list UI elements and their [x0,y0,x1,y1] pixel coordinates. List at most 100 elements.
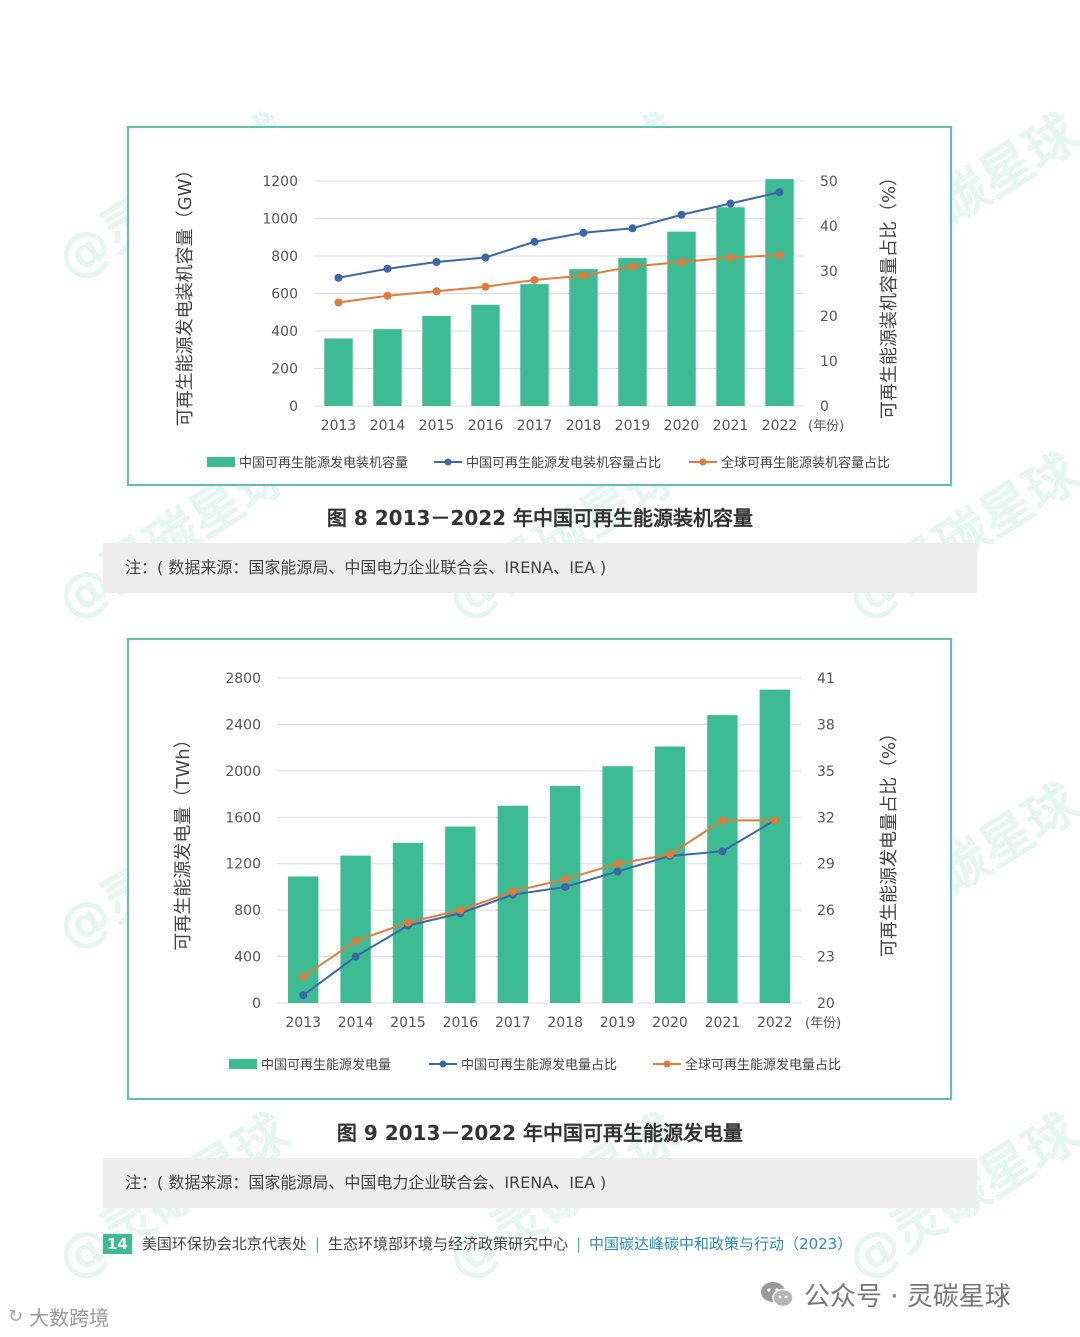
bar [569,269,598,406]
x-tick-label: 2021 [713,418,749,434]
series-line [302,819,775,978]
y-left-tick-label: 400 [271,324,298,340]
x-tick-label: 2014 [370,418,406,434]
x-axis-unit-label: (年份) [808,419,844,434]
x-tick-label: 2020 [664,418,700,434]
legend-marker [663,1060,671,1068]
data-point [718,847,727,856]
data-point [404,918,412,927]
bar [324,338,353,406]
data-point [613,859,622,868]
y-right-axis-label: 可再生能源装机容量占比（%） [879,168,900,419]
data-point [334,273,343,282]
bar [667,231,696,406]
figure-caption: 图 9 2013－2022 年中国可再生能源发电量 [336,1121,744,1145]
brand-watermark: ↻ 大数跨境 [8,1302,109,1331]
footer-org-1: 美国环保协会北京代表处 [141,1235,307,1253]
brand-name: 大数跨境 [29,1306,110,1330]
chart-frame-installed-capacity: 0 200 400 600 800 1000 1200 0 10 20 30 40 50 可再生能源发电装… [127,126,952,486]
data-source-note: 注：( 数据来源：国家能源局、中国电力企业联合会、IRENA、IEA ) [103,1158,977,1208]
y-right-axis-label: 可再生能源发电量占比（%） [879,724,900,957]
bar [759,689,790,1003]
x-tick-label: 2021 [705,1015,741,1031]
x-axis-unit-label: (年份) [805,1016,841,1031]
data-point [299,972,308,981]
x-tick-label: 2018 [566,418,602,434]
legend-marker [699,458,707,466]
data-point [726,253,735,262]
legend-label: 中国可再生能源发电装机容量占比 [466,455,661,471]
bar [654,746,686,1003]
data-source-note: 注：( 数据来源：国家能源局、中国电力企业联合会、IRENA、IEA ) [103,543,977,593]
bar [497,805,528,1003]
footer-org-2: 生态环境部环境与经济政策研究中心 [327,1235,568,1253]
x-tick-label: 2013 [285,1015,321,1031]
y-right-tick-label: 10 [820,354,838,370]
legend-label: 全球可再生能源装机容量占比 [721,455,890,471]
x-tick-label: 2020 [652,1015,688,1031]
data-point [718,816,727,825]
legend-label: 中国可再生能源发电量 [261,1057,391,1073]
data-point [628,224,637,233]
bar [340,855,371,1003]
y-right-tick-label: 29 [817,857,835,873]
series-line [338,254,780,304]
chart-generation: 0 400 800 1200 1600 2000 2400 2800 20 23 26 29 32 35 3… [173,671,900,1073]
series-line [302,819,776,997]
series-line [338,191,780,279]
x-tick-label: 2013 [321,418,357,434]
legend-label: 中国可再生能源发电装机容量 [239,455,408,471]
x-tick-label: 2015 [390,1015,426,1031]
figure-caption: 图 8 2013－2022 年中国可再生能源装机容量 [326,506,754,530]
data-point [508,887,517,896]
x-tick-label: 2016 [443,1015,479,1031]
y-left-axis-label: 可再生能源发电装机容量（GW） [175,161,196,427]
bar [618,257,647,406]
footer-report-title: 中国碳达峰碳中和政策与行动（2023） [589,1235,853,1253]
data-point [775,188,784,197]
x-tick-label: 2022 [757,1015,793,1031]
data-point [726,199,735,208]
y-right-tick-label: 20 [820,309,838,325]
y-right-tick-label: 26 [817,903,835,919]
y-right-tick-label: 41 [817,671,835,687]
y-left-tick-label: 200 [271,362,298,378]
y-right-tick-label: 0 [820,399,829,415]
legend-swatch [207,457,235,467]
bar [602,766,633,1003]
y-left-tick-label: 2000 [225,764,261,780]
data-point [628,262,637,271]
y-left-tick-label: 1000 [262,212,298,228]
y-right-tick-label: 38 [817,717,835,733]
y-right-tick-label: 35 [817,764,835,780]
data-point [334,298,343,307]
data-point [481,282,490,291]
y-left-tick-label: 400 [234,950,261,966]
data-point [561,875,570,884]
y-right-tick-label: 32 [817,810,835,826]
wechat-account-name: 公众号 · 灵碳星球 [804,1282,1011,1312]
y-right-tick-label: 50 [820,174,838,190]
bar [422,316,451,406]
x-tick-label: 2017 [517,418,553,434]
data-point [775,251,784,260]
legend-marker [439,1060,447,1068]
chart-installed-capacity: 0 200 400 600 800 1000 1200 0 10 20 30 40 50 可再生能源发电装… [175,161,900,471]
y-left-tick-label: 600 [271,287,298,303]
y-left-tick-label: 2400 [225,717,261,733]
data-point [383,264,392,273]
footer-separator: | [314,1234,320,1253]
data-point [432,287,441,296]
x-tick-label: 2019 [615,418,651,434]
brand-logo-icon: ↻ [8,1306,24,1327]
bar [707,715,738,1003]
data-point [351,937,360,946]
data-point [770,816,779,825]
legend-swatch [229,1059,257,1069]
y-right-tick-label: 30 [820,264,838,280]
bar [288,876,319,1003]
bar [471,304,500,406]
data-point [530,237,539,246]
y-right-tick-label: 40 [820,219,838,235]
y-left-tick-label: 1200 [262,174,298,190]
